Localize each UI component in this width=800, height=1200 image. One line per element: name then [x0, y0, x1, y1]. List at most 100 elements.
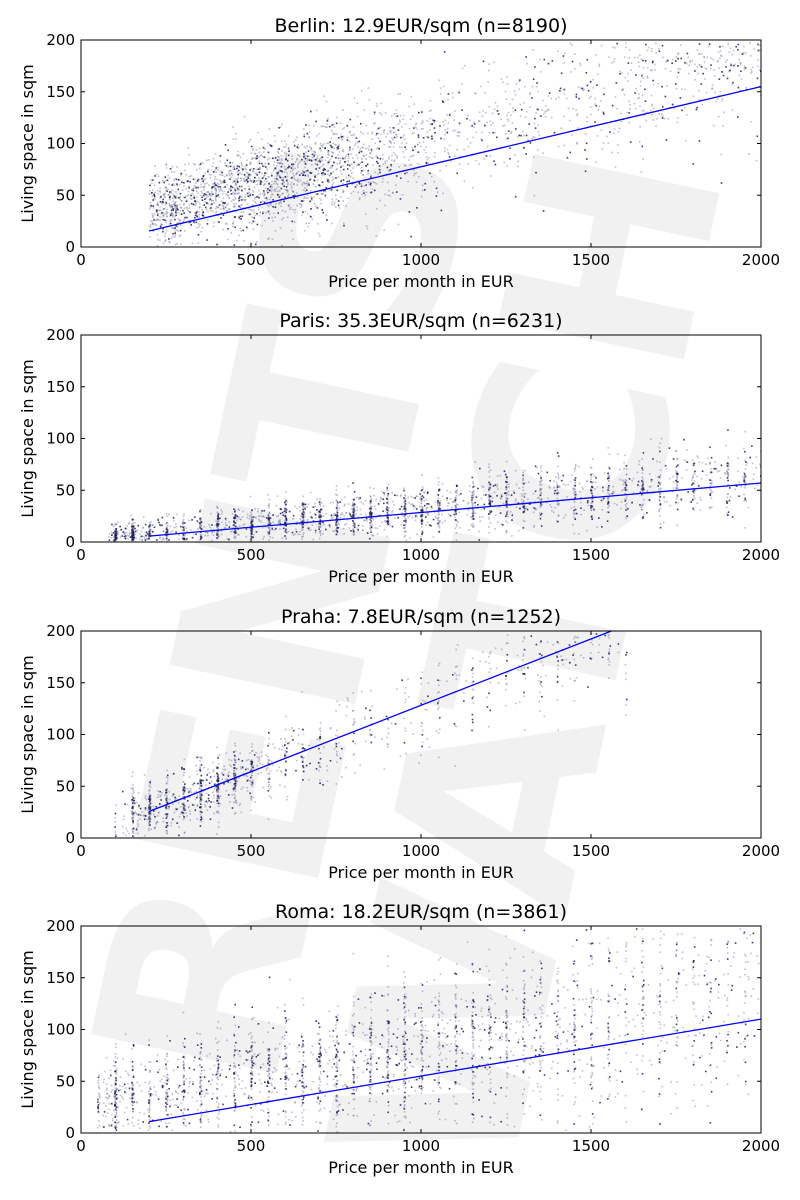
scatter-point	[166, 530, 169, 533]
scatter-point	[329, 502, 332, 504]
scatter-point	[488, 105, 490, 108]
scatter-point	[383, 129, 386, 131]
scatter-point	[114, 536, 117, 539]
scatter-point	[239, 172, 242, 175]
scatter-point	[296, 172, 298, 175]
scatter-point	[433, 121, 435, 124]
scatter-point	[216, 243, 218, 246]
scatter-point	[403, 134, 405, 136]
scatter-point	[283, 165, 286, 168]
scatter-point	[506, 510, 509, 512]
scatter-point	[386, 506, 388, 508]
scatter-point	[431, 507, 433, 510]
scatter-point	[263, 165, 266, 167]
scatter-point	[265, 212, 268, 214]
scatter-point	[205, 191, 208, 193]
scatter-point	[353, 490, 356, 493]
scatter-point	[304, 154, 307, 157]
scatter-point	[759, 463, 761, 466]
scatter-point	[115, 538, 117, 541]
scatter-point	[242, 523, 245, 526]
scatter-point	[200, 509, 202, 511]
scatter-point	[336, 494, 339, 496]
scatter-point	[429, 117, 431, 120]
scatter-point	[179, 198, 182, 201]
scatter-point	[174, 234, 177, 236]
scatter-point	[212, 162, 215, 164]
scatter-point	[165, 522, 168, 524]
scatter-point	[606, 520, 609, 522]
scatter-point	[115, 537, 118, 539]
scatter-point	[174, 195, 177, 198]
scatter-point	[233, 166, 236, 168]
scatter-point	[278, 148, 280, 150]
scatter-point	[212, 186, 214, 188]
scatter-point	[234, 511, 236, 513]
scatter-point	[421, 533, 423, 535]
scatter-point	[700, 65, 703, 68]
scatter-point	[175, 210, 177, 213]
scatter-point	[440, 137, 442, 140]
scatter-point	[225, 522, 227, 524]
scatter-point	[590, 489, 593, 492]
scatter-point	[387, 495, 389, 497]
scatter-point	[318, 521, 321, 524]
scatter-point	[535, 171, 537, 174]
scatter-point	[318, 510, 321, 513]
scatter-point	[359, 513, 362, 516]
scatter-point	[328, 174, 331, 177]
scatter-point	[691, 484, 693, 486]
scatter-point	[650, 109, 652, 112]
scatter-point	[488, 518, 490, 520]
scatter-point	[757, 43, 759, 46]
scatter-point	[150, 204, 153, 207]
scatter-point	[399, 495, 402, 498]
scatter-point	[168, 191, 171, 193]
scatter-point	[556, 493, 558, 496]
scatter-point	[425, 509, 428, 511]
scatter-point	[454, 516, 457, 518]
scatter-point	[541, 109, 543, 112]
scatter-point	[715, 100, 717, 103]
scatter-point	[744, 474, 747, 477]
scatter-point	[625, 467, 628, 470]
scatter-point	[244, 167, 246, 170]
scatter-point	[523, 520, 526, 523]
scatter-point	[238, 525, 241, 527]
scatter-point	[492, 485, 495, 487]
scatter-point	[184, 533, 187, 536]
scatter-point	[284, 535, 286, 537]
scatter-point	[173, 202, 176, 205]
scatter-point	[182, 209, 184, 212]
scatter-point	[379, 126, 382, 129]
scatter-point	[287, 154, 290, 157]
scatter-point	[624, 504, 627, 506]
scatter-point	[302, 523, 304, 526]
scatter-point	[644, 60, 647, 62]
scatter-point	[150, 204, 152, 207]
scatter-point	[181, 529, 184, 531]
scatter-point	[280, 205, 282, 208]
scatter-point	[756, 77, 759, 80]
scatter-point	[355, 154, 358, 156]
scatter-point	[590, 475, 593, 478]
scatter-point	[150, 205, 153, 207]
scatter-point	[720, 100, 723, 102]
scatter-point	[231, 527, 234, 529]
scatter-point	[264, 166, 267, 168]
scatter-point	[227, 194, 230, 196]
scatter-point	[753, 48, 756, 51]
scatter-point	[602, 497, 605, 500]
scatter-point	[183, 218, 185, 221]
scatter-point	[165, 526, 168, 529]
scatter-point	[435, 195, 438, 197]
scatter-point	[404, 165, 407, 167]
scatter-point	[153, 219, 155, 221]
scatter-point	[344, 157, 347, 160]
scatter-point	[149, 532, 151, 535]
scatter-point	[378, 165, 381, 167]
scatter-point	[319, 498, 321, 500]
scatter-point	[174, 211, 177, 214]
scatter-point	[547, 109, 550, 111]
scatter-point	[423, 149, 426, 151]
